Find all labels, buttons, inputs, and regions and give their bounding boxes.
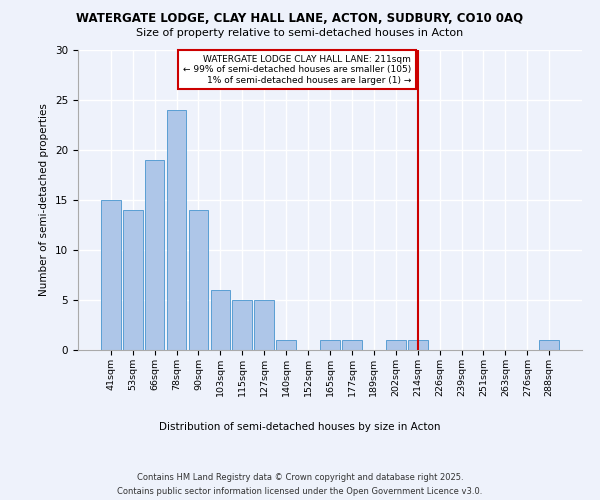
- Bar: [386, 340, 406, 350]
- Bar: [211, 290, 230, 350]
- Bar: [276, 340, 296, 350]
- Text: Contains HM Land Registry data © Crown copyright and database right 2025.: Contains HM Land Registry data © Crown c…: [137, 472, 463, 482]
- Bar: [101, 200, 121, 350]
- Bar: [254, 300, 274, 350]
- Y-axis label: Number of semi-detached properties: Number of semi-detached properties: [40, 104, 49, 296]
- Bar: [320, 340, 340, 350]
- Bar: [123, 210, 143, 350]
- Bar: [145, 160, 164, 350]
- Text: Contains public sector information licensed under the Open Government Licence v3: Contains public sector information licen…: [118, 488, 482, 496]
- Text: Distribution of semi-detached houses by size in Acton: Distribution of semi-detached houses by …: [159, 422, 441, 432]
- Bar: [539, 340, 559, 350]
- Bar: [408, 340, 428, 350]
- Text: WATERGATE LODGE CLAY HALL LANE: 211sqm
← 99% of semi-detached houses are smaller: WATERGATE LODGE CLAY HALL LANE: 211sqm ←…: [183, 55, 411, 85]
- Text: WATERGATE LODGE, CLAY HALL LANE, ACTON, SUDBURY, CO10 0AQ: WATERGATE LODGE, CLAY HALL LANE, ACTON, …: [76, 12, 524, 26]
- Bar: [167, 110, 187, 350]
- Bar: [232, 300, 252, 350]
- Bar: [342, 340, 362, 350]
- Bar: [188, 210, 208, 350]
- Text: Size of property relative to semi-detached houses in Acton: Size of property relative to semi-detach…: [136, 28, 464, 38]
